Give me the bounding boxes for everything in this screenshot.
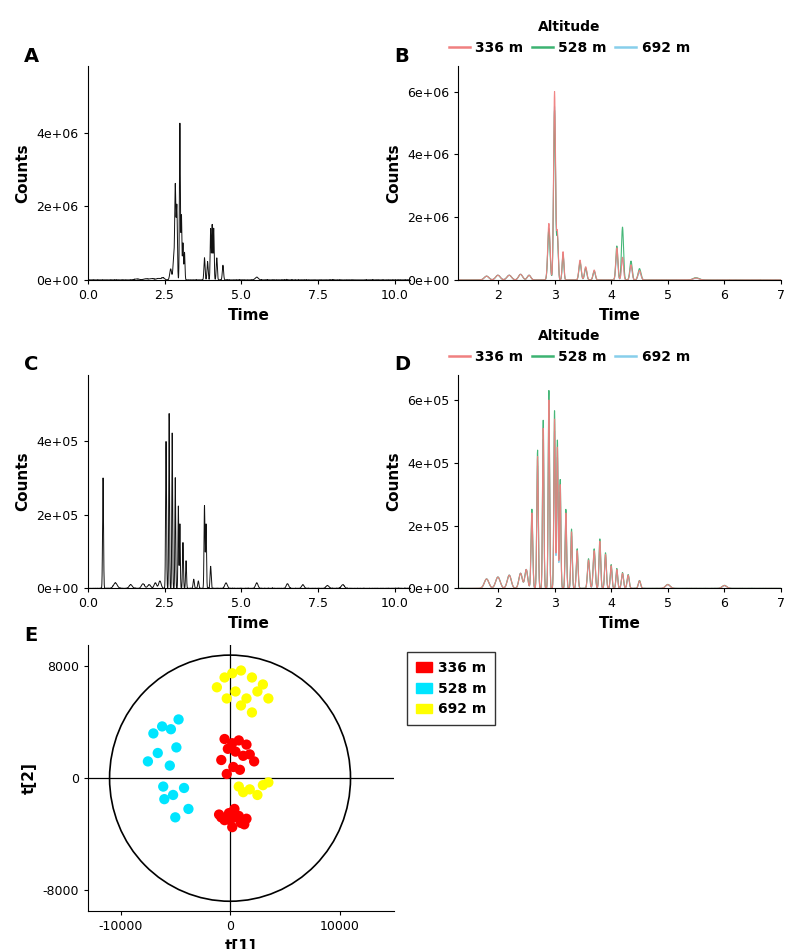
Point — [237, 748, 249, 763]
Point — [234, 698, 247, 713]
Point — [226, 735, 238, 751]
Point — [226, 820, 238, 835]
Point — [230, 809, 242, 825]
Point — [227, 759, 240, 774]
Point — [238, 817, 250, 832]
Point — [147, 726, 159, 741]
Point — [243, 747, 256, 762]
Point — [234, 815, 247, 830]
Point — [164, 721, 177, 736]
Point — [251, 684, 264, 699]
Point — [230, 684, 242, 699]
Point — [245, 670, 258, 685]
Point — [218, 812, 231, 828]
Text: E: E — [24, 625, 37, 644]
Point — [240, 737, 253, 753]
Point — [157, 779, 170, 794]
Point — [210, 679, 223, 695]
Point — [240, 691, 253, 706]
Legend: 336 m, 528 m, 692 m: 336 m, 528 m, 692 m — [449, 20, 689, 55]
Point — [245, 705, 258, 720]
Point — [251, 788, 264, 803]
Y-axis label: Counts: Counts — [16, 143, 31, 203]
X-axis label: Time: Time — [599, 616, 641, 631]
Legend: 336 m, 528 m, 692 m: 336 m, 528 m, 692 m — [449, 328, 689, 363]
Point — [172, 712, 185, 727]
Point — [257, 777, 269, 792]
Point — [222, 741, 234, 756]
Point — [237, 785, 249, 800]
Point — [243, 782, 256, 797]
Point — [233, 733, 245, 748]
Point — [248, 754, 261, 769]
Point — [167, 788, 179, 803]
Y-axis label: Counts: Counts — [16, 452, 31, 512]
Point — [257, 677, 269, 692]
Point — [178, 780, 190, 795]
Point — [234, 762, 246, 777]
Point — [215, 753, 228, 768]
Point — [142, 754, 155, 769]
Point — [233, 809, 245, 824]
Point — [262, 774, 275, 790]
Point — [182, 801, 194, 816]
Point — [151, 745, 164, 760]
Point — [262, 691, 275, 706]
Point — [224, 812, 237, 828]
Point — [226, 665, 238, 680]
Legend: 336 m, 528 m, 692 m: 336 m, 528 m, 692 m — [407, 652, 495, 725]
X-axis label: Time: Time — [599, 307, 641, 323]
Y-axis label: Counts: Counts — [387, 452, 402, 512]
Text: D: D — [395, 355, 410, 374]
Point — [234, 663, 247, 679]
Y-axis label: Counts: Counts — [387, 143, 402, 203]
Point — [169, 809, 182, 825]
Point — [218, 732, 231, 747]
Point — [230, 744, 242, 759]
Y-axis label: t[2]: t[2] — [22, 762, 37, 794]
Point — [155, 718, 168, 734]
Point — [228, 801, 241, 816]
Point — [221, 767, 234, 782]
Point — [163, 758, 176, 773]
Point — [240, 811, 253, 827]
X-axis label: t[1]: t[1] — [226, 939, 257, 949]
Text: C: C — [24, 355, 38, 374]
Point — [222, 806, 235, 821]
X-axis label: Time: Time — [228, 616, 270, 631]
Point — [233, 779, 245, 794]
Point — [158, 791, 171, 807]
Point — [218, 670, 231, 685]
Point — [170, 740, 183, 755]
Point — [215, 809, 228, 825]
Text: A: A — [24, 47, 39, 65]
X-axis label: Time: Time — [228, 307, 270, 323]
Point — [221, 691, 234, 706]
Text: B: B — [395, 47, 410, 65]
Point — [213, 807, 226, 822]
